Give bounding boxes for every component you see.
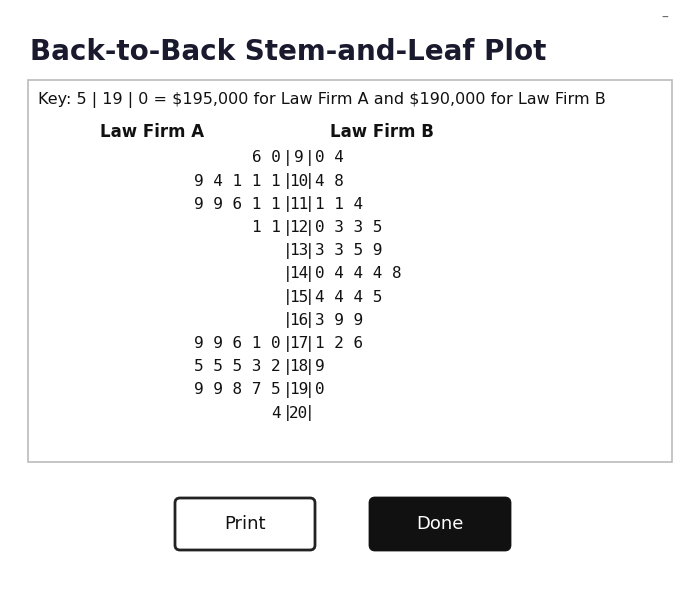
Text: |: | — [284, 405, 293, 421]
Text: |: | — [305, 289, 315, 305]
FancyBboxPatch shape — [370, 498, 510, 550]
Text: 4 8: 4 8 — [315, 174, 344, 189]
Text: 14: 14 — [289, 267, 309, 281]
Text: 17: 17 — [289, 336, 309, 351]
Text: 0 3 3 5: 0 3 3 5 — [315, 220, 382, 235]
Text: |: | — [284, 243, 293, 259]
FancyBboxPatch shape — [175, 498, 315, 550]
Text: |: | — [305, 359, 315, 375]
Text: |: | — [284, 313, 293, 329]
Text: |: | — [305, 243, 315, 259]
Text: Done: Done — [416, 515, 463, 533]
Text: 10: 10 — [289, 174, 309, 189]
Text: 11: 11 — [289, 197, 309, 212]
Text: 19: 19 — [289, 382, 309, 398]
Text: 16: 16 — [289, 313, 309, 328]
Text: 6 0: 6 0 — [252, 151, 281, 165]
Text: |: | — [284, 150, 293, 166]
Text: 9 4 1 1 1: 9 4 1 1 1 — [195, 174, 281, 189]
Text: 0 4 4 4 8: 0 4 4 4 8 — [315, 267, 402, 281]
Text: 1 1 4: 1 1 4 — [315, 197, 363, 212]
Text: Law Firm A: Law Firm A — [100, 123, 204, 141]
Text: |: | — [305, 382, 315, 398]
Text: 3 9 9: 3 9 9 — [315, 313, 363, 328]
Text: 18: 18 — [289, 359, 309, 374]
Text: 9 9 8 7 5: 9 9 8 7 5 — [195, 382, 281, 398]
Text: 4 4 4 5: 4 4 4 5 — [315, 290, 382, 305]
Text: 9: 9 — [315, 359, 325, 374]
Text: |: | — [305, 150, 315, 166]
Text: |: | — [305, 196, 315, 212]
Text: Print: Print — [224, 515, 266, 533]
Text: |: | — [284, 220, 293, 236]
Text: |: | — [284, 336, 293, 352]
Text: |: | — [284, 173, 293, 189]
Text: 5 5 5 3 2: 5 5 5 3 2 — [195, 359, 281, 374]
Text: 9 9 6 1 1: 9 9 6 1 1 — [195, 197, 281, 212]
Bar — [28, 80, 672, 462]
Text: 0 4: 0 4 — [315, 151, 344, 165]
Text: |: | — [284, 382, 293, 398]
Text: |: | — [305, 173, 315, 189]
Text: 0: 0 — [315, 382, 325, 398]
Text: |: | — [305, 336, 315, 352]
Text: Key: 5 | 19 | 0 = \$195,000 for Law Firm A and \$190,000 for Law Firm B: Key: 5 | 19 | 0 = \$195,000 for Law Firm… — [38, 92, 605, 108]
Text: 1 1: 1 1 — [252, 220, 281, 235]
Text: 13: 13 — [289, 243, 309, 258]
Text: 4: 4 — [272, 405, 281, 421]
Text: |: | — [305, 220, 315, 236]
Text: |: | — [284, 359, 293, 375]
Text: |: | — [284, 196, 293, 212]
Text: 12: 12 — [289, 220, 309, 235]
Text: 15: 15 — [289, 290, 309, 305]
Text: Law Firm B: Law Firm B — [330, 123, 434, 141]
Text: Back-to-Back Stem-and-Leaf Plot: Back-to-Back Stem-and-Leaf Plot — [30, 38, 547, 66]
Text: |: | — [305, 266, 315, 282]
Text: 20: 20 — [289, 405, 309, 421]
Text: 9 9 6 1 0: 9 9 6 1 0 — [195, 336, 281, 351]
Text: |: | — [305, 405, 315, 421]
Text: 1 2 6: 1 2 6 — [315, 336, 363, 351]
Text: |: | — [305, 313, 315, 329]
Text: 3 3 5 9: 3 3 5 9 — [315, 243, 382, 258]
Text: |: | — [284, 266, 293, 282]
Text: 9: 9 — [294, 151, 304, 165]
Text: –: – — [662, 11, 668, 25]
Text: |: | — [284, 289, 293, 305]
